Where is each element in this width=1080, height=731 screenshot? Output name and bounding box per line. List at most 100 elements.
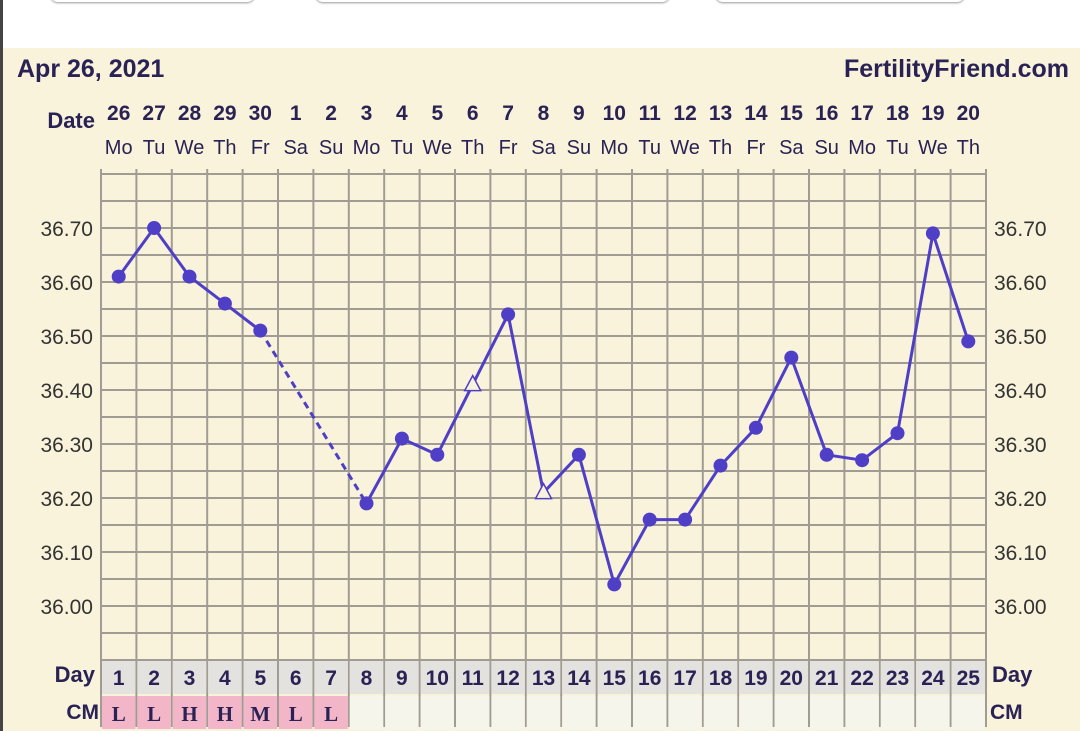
weekday-label: Su [567, 137, 591, 159]
bbt-segment [188, 275, 226, 305]
bbt-segment [365, 437, 404, 505]
cm-cell [810, 696, 844, 729]
weekday-label: Tu [886, 137, 909, 159]
date-row-label: Date [47, 108, 95, 133]
date-label: 18 [886, 102, 910, 125]
cm-label: L [147, 702, 161, 726]
cm-label: H [181, 702, 197, 726]
weekday-label: We [670, 137, 700, 159]
bbt-point [182, 269, 197, 284]
bbt-segment [117, 227, 156, 278]
bbt-point [607, 577, 622, 592]
day-label: 11 [462, 667, 485, 690]
date-label: 2 [325, 102, 337, 125]
bbt-point [253, 323, 268, 338]
date-label: 1 [290, 102, 302, 125]
day-label: 12 [496, 667, 519, 690]
cm-cell [774, 696, 808, 729]
day-label: 24 [921, 667, 945, 690]
day-cell [916, 661, 950, 694]
cm-cell [172, 696, 207, 729]
day-cell [810, 661, 844, 694]
weekday-label: Th [461, 137, 484, 159]
day-cell [420, 661, 454, 694]
bbt-point [890, 426, 905, 441]
weekday-label: Mo [105, 137, 133, 159]
bbt-dashed-segment [259, 329, 368, 505]
bbt-segment [471, 313, 510, 386]
weekday-label: We [422, 137, 452, 159]
cm-cell [279, 696, 313, 729]
date-label: 20 [957, 102, 980, 125]
brand-label: FertilityFriend.com [844, 55, 1069, 83]
cm-label: H [217, 702, 233, 726]
bbt-point [501, 307, 516, 322]
day-cell [562, 661, 596, 694]
day-label: 9 [396, 667, 408, 690]
date-label: 27 [142, 102, 165, 125]
day-label: 20 [780, 667, 803, 690]
bbt-segment [435, 383, 475, 456]
day-label: 19 [744, 667, 767, 690]
day-label: 18 [709, 667, 733, 690]
cm-cell [668, 696, 702, 729]
top-tab-3[interactable] [715, 0, 965, 2]
y-tick-label-left: 36.60 [40, 272, 93, 295]
weekday-label: Fr [499, 137, 518, 159]
weekday-label: Th [957, 137, 980, 159]
bbt-segment [931, 232, 970, 342]
weekday-label: Mo [848, 137, 876, 159]
day-label: 2 [148, 667, 160, 690]
date-label: 7 [502, 102, 514, 125]
y-tick-label-left: 36.30 [40, 434, 93, 457]
date-label: 4 [396, 102, 408, 125]
date-label: 14 [744, 102, 768, 125]
day-label: 8 [361, 667, 373, 690]
bbt-point [359, 496, 374, 511]
y-tick-label-left: 36.10 [40, 542, 93, 565]
date-label: 16 [815, 102, 838, 125]
cm-cell [597, 696, 631, 729]
cm-cell [880, 696, 915, 729]
weekday-label: Mo [353, 137, 381, 159]
day-cell [845, 661, 879, 694]
bbt-segment [754, 356, 793, 429]
weekday-label: We [918, 137, 948, 159]
y-tick-label-right: 36.60 [994, 272, 1047, 295]
bbt-point [111, 269, 126, 284]
y-tick-label-right: 36.40 [994, 380, 1047, 403]
y-tick-label-left: 36.70 [40, 218, 93, 241]
date-label: 13 [709, 102, 732, 125]
bbt-segment [896, 233, 935, 434]
top-tab-1[interactable] [50, 0, 255, 2]
weekday-label: Fr [746, 137, 765, 159]
y-tick-label-left: 36.40 [40, 380, 93, 403]
bbt-point [748, 420, 763, 435]
day-label: 22 [850, 667, 873, 690]
day-cell [137, 661, 171, 694]
day-cell [456, 661, 490, 694]
date-label: 6 [467, 102, 479, 125]
day-cell [880, 661, 915, 694]
y-tick-label-right: 36.10 [994, 542, 1047, 565]
bbt-point-open-triangle [534, 482, 553, 500]
day-cell [597, 661, 631, 694]
day-cell [385, 661, 419, 694]
cm-cell [562, 696, 596, 729]
cm-cell [102, 696, 136, 729]
bbt-point [784, 350, 799, 365]
bbt-point [642, 512, 657, 527]
y-tick-label-left: 36.20 [40, 488, 93, 511]
day-cell [526, 661, 561, 694]
top-tab-2[interactable] [315, 0, 670, 2]
bbt-segment [683, 464, 722, 521]
cm-cell [243, 696, 277, 729]
day-row-label-left: Day [55, 662, 96, 687]
cm-label: L [112, 702, 126, 726]
y-tick-label-left: 36.00 [40, 596, 93, 619]
day-label: 23 [886, 667, 909, 690]
cm-cell [845, 696, 879, 729]
bbt-segment [152, 227, 191, 278]
weekday-label: We [175, 137, 205, 159]
day-label: 5 [254, 667, 266, 690]
